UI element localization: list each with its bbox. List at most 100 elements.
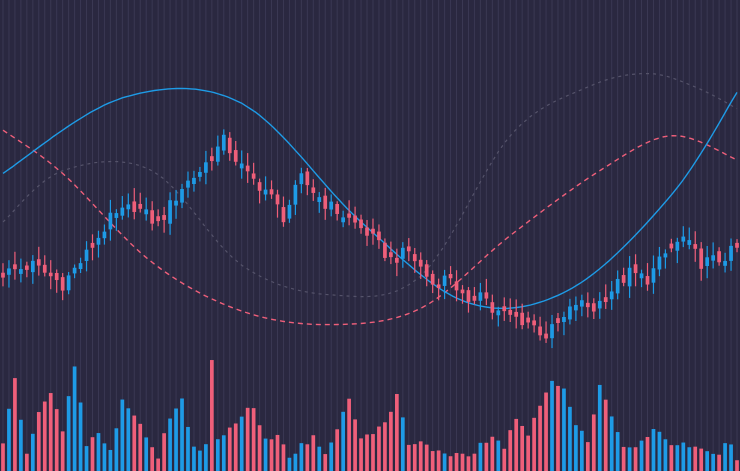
candle-body: [90, 242, 95, 248]
volume-bar: [204, 444, 208, 471]
candle-body: [13, 264, 17, 270]
candle-body: [60, 277, 65, 291]
candle: [198, 166, 202, 182]
candle: [556, 312, 560, 332]
candle-body: [371, 228, 375, 234]
candle: [490, 294, 495, 320]
candle-body: [609, 291, 614, 300]
volume-bar: [335, 429, 340, 471]
volume-bar: [735, 460, 739, 471]
volume-bar: [585, 442, 590, 471]
candle-body: [603, 297, 608, 303]
volume-bar: [329, 442, 334, 471]
candle: [341, 210, 345, 228]
candle-body: [221, 134, 226, 151]
candle: [478, 282, 483, 311]
candle-body: [615, 278, 620, 294]
candle: [687, 227, 692, 250]
candle: [299, 167, 304, 194]
candle-body: [729, 245, 733, 261]
candle-body: [675, 241, 680, 251]
candle: [424, 260, 429, 287]
volume-bar: [418, 441, 423, 471]
candle: [609, 281, 614, 310]
candle-body: [556, 318, 560, 323]
candle: [532, 314, 536, 333]
volume-bar: [48, 393, 53, 471]
candle: [156, 209, 160, 227]
candle-body: [239, 163, 244, 169]
candle: [162, 206, 166, 233]
candle-body: [693, 244, 698, 249]
candle: [144, 197, 149, 221]
candle-body: [1, 272, 5, 278]
candle: [460, 285, 465, 304]
volume-bar: [520, 425, 525, 471]
volume-bar: [675, 445, 680, 471]
candle: [132, 188, 137, 220]
candle: [60, 273, 65, 301]
candle-body: [400, 247, 405, 259]
volume-bar: [245, 407, 250, 471]
candle: [36, 246, 41, 276]
candle-body: [341, 217, 345, 223]
candle-body: [621, 275, 626, 283]
volume-bar: [305, 444, 310, 471]
volume-bar: [54, 409, 59, 471]
candle: [550, 314, 554, 349]
candle: [48, 260, 53, 290]
volume-bar: [550, 380, 554, 471]
candle: [400, 242, 405, 268]
volume-bar: [36, 412, 41, 471]
candle-body: [215, 146, 220, 162]
candle: [359, 214, 363, 234]
volume-bar: [448, 456, 453, 471]
candle: [365, 219, 369, 246]
volume-bar: [389, 411, 393, 471]
candle-body: [323, 195, 328, 209]
candle: [287, 199, 292, 223]
candle-body: [663, 253, 668, 258]
volume-bar: [472, 453, 477, 471]
candle-body: [597, 300, 602, 309]
volume-bar: [609, 416, 614, 471]
candle: [645, 263, 650, 291]
candle-body: [42, 264, 47, 273]
candle-body: [245, 165, 250, 172]
volume-bar: [198, 450, 202, 471]
candle-body: [275, 194, 280, 205]
candle-body: [460, 289, 465, 294]
volume-bar: [233, 423, 238, 471]
volume-bar: [460, 453, 465, 471]
candle-body: [108, 212, 113, 230]
volume-bar: [120, 399, 125, 471]
candle: [19, 258, 23, 283]
candle-body: [347, 213, 351, 218]
candle-body: [120, 207, 125, 216]
candle-body: [78, 263, 83, 270]
volume-bar: [13, 378, 17, 471]
candle: [705, 246, 710, 279]
candle: [210, 147, 214, 171]
volume-bar: [400, 417, 405, 471]
candle-body: [544, 333, 548, 339]
candle-body: [233, 150, 238, 162]
candle: [371, 218, 375, 245]
volume-bar: [508, 430, 513, 471]
volume-bar: [180, 398, 184, 471]
candle: [114, 209, 119, 231]
candle: [293, 180, 298, 215]
candle-body: [735, 242, 739, 248]
candle: [627, 256, 632, 298]
candle: [562, 311, 566, 336]
candle: [108, 199, 113, 241]
candle-body: [168, 200, 172, 224]
candle: [466, 287, 471, 313]
volume-bar: [580, 430, 584, 471]
candle-body: [281, 207, 286, 223]
candle: [168, 192, 172, 235]
candle: [508, 298, 513, 323]
candle-body: [144, 209, 149, 215]
candle: [723, 252, 727, 273]
candle: [412, 247, 417, 273]
